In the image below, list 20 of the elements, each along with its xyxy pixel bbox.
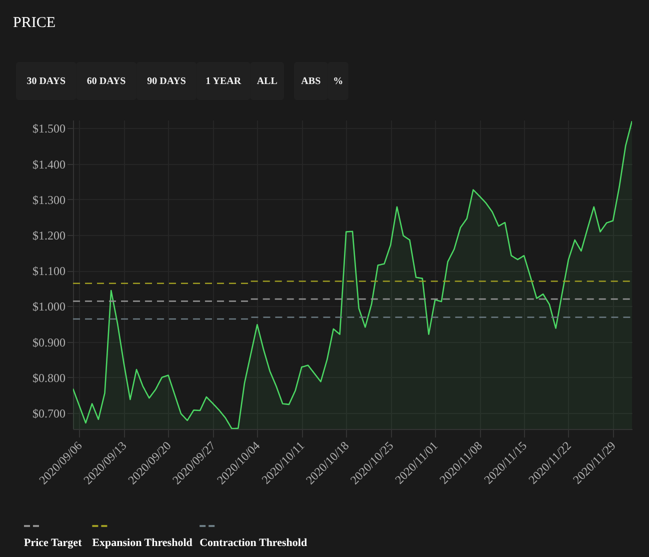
text: ALL bbox=[256, 76, 278, 87]
y-tick-label: $1.400 bbox=[32, 157, 66, 172]
y-tick-label: $1.100 bbox=[32, 264, 66, 278]
legend-label: Contraction Threshold bbox=[200, 537, 308, 549]
y-tick-label: $0.700 bbox=[32, 406, 66, 420]
y-tick-label: $1.200 bbox=[32, 228, 66, 242]
text: 90 DAYS bbox=[147, 76, 186, 87]
chart-title: PRICE bbox=[13, 15, 56, 31]
y-tick-label: $0.800 bbox=[32, 370, 66, 385]
text: ABS bbox=[301, 76, 322, 87]
y-tick-label: $1.000 bbox=[32, 300, 66, 314]
y-tick-label: $1.300 bbox=[32, 192, 66, 207]
legend-label: Expansion Threshold bbox=[92, 537, 192, 549]
text: 1 YEAR bbox=[206, 76, 242, 87]
text: % bbox=[333, 76, 344, 87]
y-tick-label: $1.500 bbox=[32, 122, 66, 136]
text: 60 DAYS bbox=[86, 76, 126, 87]
y-tick-label: $0.900 bbox=[32, 335, 66, 350]
legend-label: Price Target bbox=[24, 537, 82, 549]
text: 30 DAYS bbox=[26, 76, 66, 87]
